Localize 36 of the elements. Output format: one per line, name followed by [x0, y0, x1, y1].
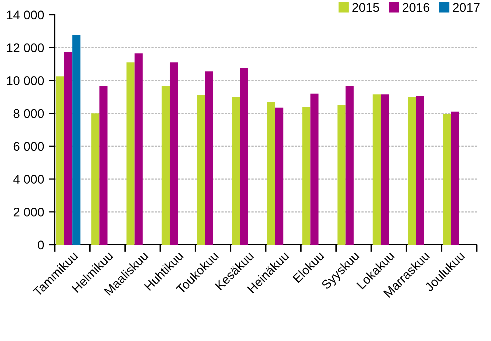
- bar: [310, 94, 319, 245]
- bar: [380, 94, 390, 245]
- bar: [267, 102, 276, 245]
- bar: [72, 36, 81, 245]
- bar: [338, 105, 346, 245]
- bar: [232, 97, 240, 245]
- y-tick-label: 4 000: [14, 175, 44, 184]
- bar: [416, 96, 424, 245]
- bar: [451, 112, 460, 245]
- bar: [240, 68, 248, 245]
- y-tick-label: 12 000: [7, 44, 44, 53]
- bar: [346, 86, 354, 245]
- bar: [162, 86, 170, 245]
- bar: [92, 114, 100, 245]
- legend-label: 2016: [402, 3, 430, 12]
- bar: [408, 97, 416, 245]
- y-tick-label: 0: [38, 240, 44, 250]
- bar: [302, 107, 311, 245]
- legend-label: 2015: [352, 3, 380, 12]
- bar: [197, 96, 206, 245]
- y-tick-label: 14 000: [7, 10, 44, 20]
- bar: [443, 114, 452, 245]
- bar: [126, 62, 135, 245]
- bar: [100, 86, 108, 245]
- bar: [205, 72, 214, 245]
- bar: [56, 76, 64, 245]
- bar: [170, 62, 178, 245]
- y-tick-label: 8 000: [14, 109, 44, 118]
- bar: [275, 108, 284, 245]
- bar: [134, 54, 143, 245]
- bar: [64, 52, 73, 245]
- y-tick-label: 10 000: [7, 76, 44, 86]
- legend-label: 2017: [453, 3, 480, 12]
- y-tick-label: 2 000: [14, 208, 44, 217]
- bar: [372, 94, 381, 245]
- y-tick-label: 6 000: [14, 142, 44, 152]
